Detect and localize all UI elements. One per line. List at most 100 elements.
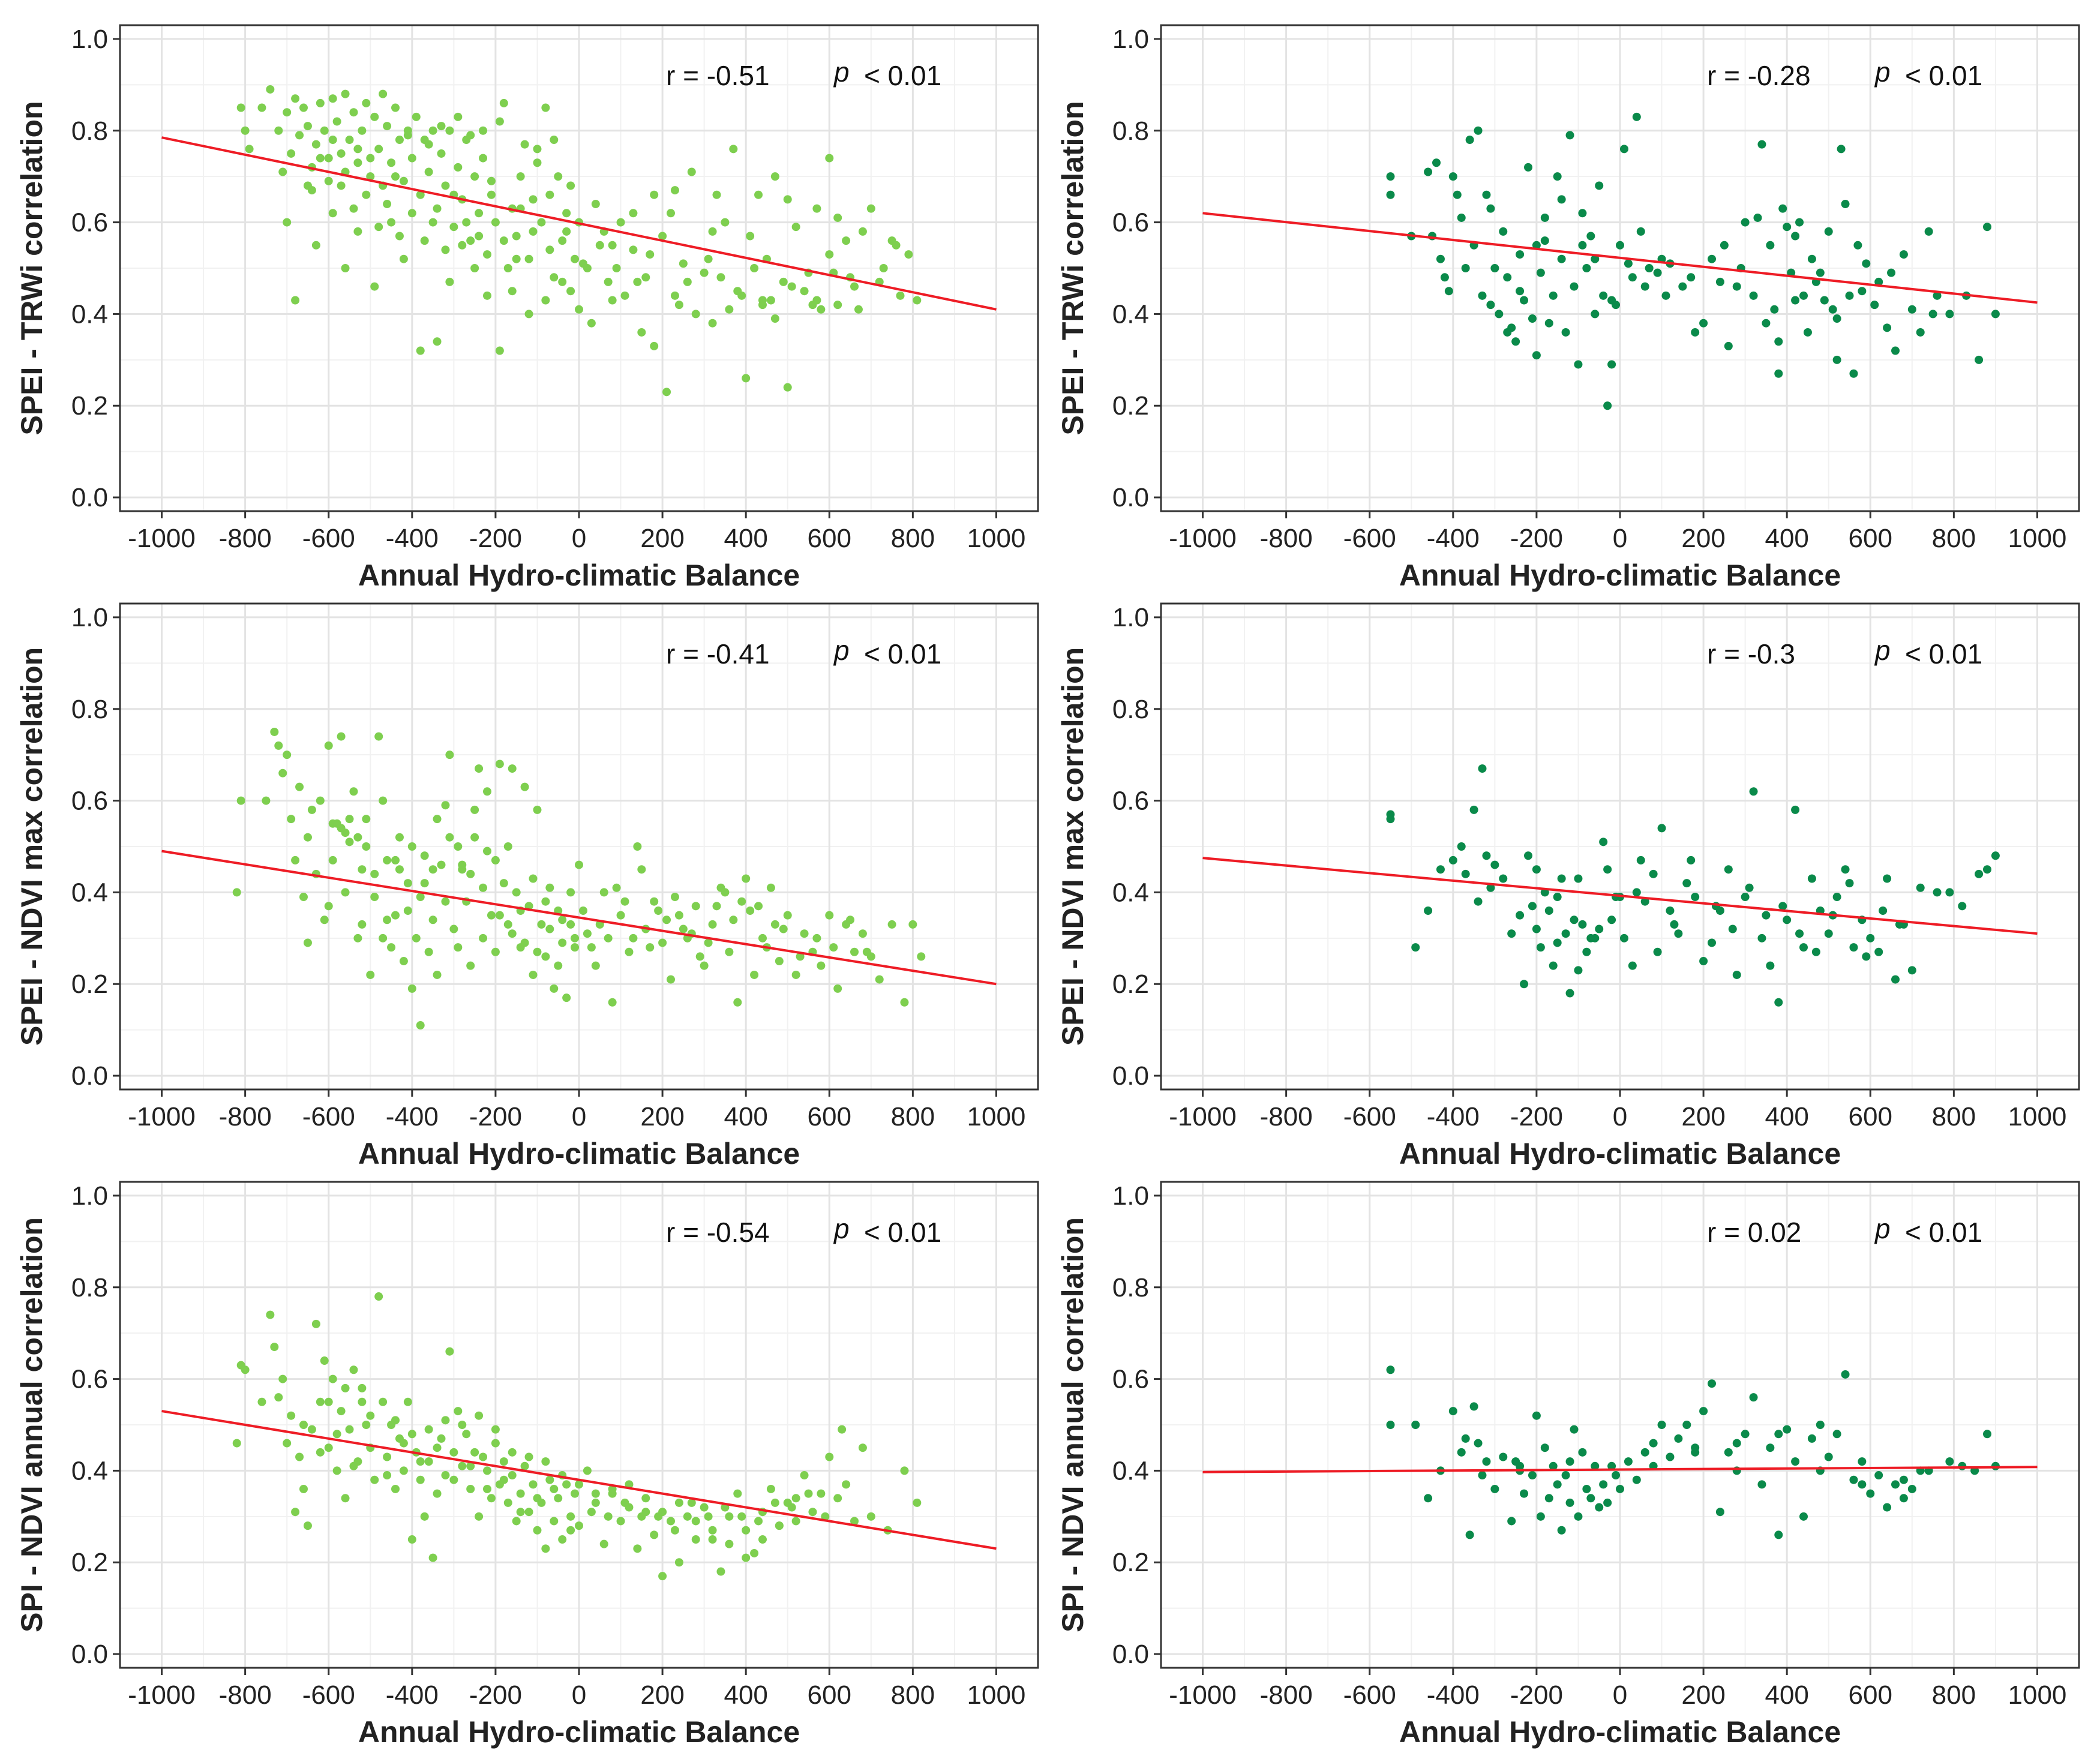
data-point [483, 250, 491, 259]
data-point [1849, 369, 1858, 378]
data-point [721, 218, 730, 227]
data-point [704, 254, 713, 263]
data-point [449, 1448, 458, 1457]
data-point [274, 1393, 283, 1402]
data-point [1791, 232, 1800, 241]
x-tick-label: 200 [1681, 1102, 1725, 1131]
data-point [1732, 1439, 1741, 1448]
data-point [1649, 869, 1658, 878]
data-point [616, 218, 625, 227]
data-point [754, 1517, 763, 1526]
data-point [691, 902, 700, 911]
data-point [725, 947, 734, 956]
data-point [1983, 1430, 1991, 1439]
data-point [1770, 305, 1779, 314]
data-points [232, 1292, 922, 1581]
data-point [1482, 190, 1491, 199]
data-point [1945, 1457, 1954, 1466]
data-point [900, 1466, 909, 1475]
data-point [470, 264, 479, 272]
data-point [266, 1310, 275, 1319]
data-point [779, 924, 788, 933]
data-point [491, 1439, 500, 1448]
data-point [725, 1512, 734, 1521]
data-point [283, 751, 292, 760]
data-point [558, 236, 567, 245]
data-point [316, 154, 325, 163]
data-point [742, 1553, 751, 1562]
data-point [1561, 929, 1570, 938]
data-point [353, 158, 362, 167]
data-point [407, 209, 416, 218]
data-point [583, 1466, 592, 1475]
data-point [445, 126, 454, 135]
data-point [299, 1421, 308, 1429]
panel-p3: -1000 -800 -600 -400 -200 0 200 400 600 800 1000 0.… [15, 602, 1039, 1170]
data-point [641, 273, 650, 282]
data-point [1565, 989, 1574, 998]
data-point [833, 213, 842, 222]
data-point [770, 314, 779, 323]
y-tick-label: 0.8 [71, 116, 108, 146]
data-point [683, 1512, 692, 1521]
p-symbol: p [1874, 1213, 1891, 1244]
data-point [503, 264, 512, 272]
data-point [1975, 869, 1984, 878]
data-point [1745, 883, 1754, 892]
data-point [433, 1443, 442, 1452]
data-points [1386, 112, 2000, 410]
data-point [433, 970, 442, 979]
data-point [324, 154, 333, 163]
x-tick-label: 200 [640, 524, 684, 553]
data-point [470, 172, 479, 181]
x-tick-label: 0 [572, 1680, 586, 1710]
data-point [416, 190, 425, 199]
x-axis-title: Annual Hydro-climatic Balance [358, 1137, 800, 1170]
data-point [766, 296, 775, 305]
x-axis-title: Annual Hydro-climatic Balance [358, 1715, 800, 1749]
data-point [721, 888, 730, 897]
data-point [1958, 902, 1967, 911]
data-point [320, 915, 329, 924]
data-point [1528, 314, 1537, 323]
data-point [578, 906, 587, 915]
data-point [416, 1457, 425, 1466]
data-point [407, 842, 416, 851]
data-point [1520, 980, 1529, 989]
data-points [236, 85, 922, 397]
data-point [475, 764, 484, 773]
data-point [328, 94, 337, 103]
data-point [571, 933, 580, 942]
data-point [508, 1471, 517, 1480]
data-point [770, 920, 779, 929]
x-tick-label: 0 [1613, 524, 1627, 553]
data-point [1578, 209, 1587, 218]
y-tick-label: 0.6 [71, 787, 108, 816]
data-point [625, 1480, 634, 1489]
data-point [575, 1521, 583, 1530]
data-point [1557, 874, 1566, 883]
data-point [495, 117, 504, 126]
data-point [1724, 1448, 1733, 1457]
data-point [533, 947, 542, 956]
data-point [554, 1494, 563, 1503]
data-point [1653, 947, 1662, 956]
x-tick-label: -200 [469, 1102, 522, 1131]
data-point [520, 782, 529, 791]
data-point [428, 915, 437, 924]
data-point [362, 1421, 371, 1429]
data-point [599, 888, 608, 897]
data-point [303, 938, 312, 947]
data-point [658, 1508, 667, 1517]
data-point [825, 911, 834, 920]
y-tick-label: 0.8 [71, 1273, 108, 1302]
data-point [403, 1397, 412, 1406]
x-tick-label: 1000 [967, 1680, 1026, 1710]
data-point [362, 190, 371, 199]
data-point [316, 98, 325, 107]
regression-line [161, 136, 997, 311]
data-point [1766, 241, 1775, 250]
data-point [833, 1494, 842, 1503]
data-point [541, 952, 550, 961]
data-point [608, 1484, 617, 1493]
